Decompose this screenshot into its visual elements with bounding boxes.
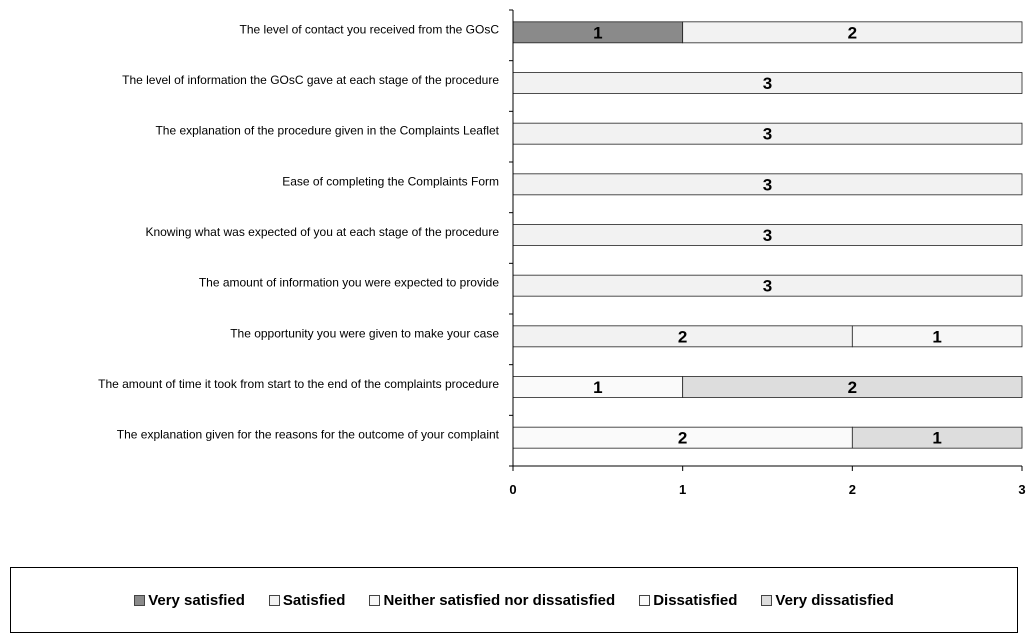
data-label: 3 [763, 175, 772, 194]
data-label: 2 [848, 23, 857, 42]
category-label: The amount of time it took from start to… [98, 377, 499, 391]
x-tick-label: 2 [849, 482, 856, 497]
legend-swatch [639, 594, 651, 606]
bar-segment [682, 21, 1023, 44]
legend-label: Satisfied [282, 591, 346, 609]
x-tick-label: 1 [679, 482, 686, 497]
legend-item: Very satisfied [134, 592, 245, 609]
bar-segment [682, 376, 1023, 398]
data-label: 3 [763, 125, 772, 144]
data-label: 1 [932, 429, 941, 448]
data-label: 1 [593, 378, 602, 397]
data-label: 2 [848, 378, 857, 397]
x-tick-label: 0 [509, 482, 516, 497]
legend-item: Very dissatisfied [761, 591, 894, 609]
x-tick-label: 3 [1018, 482, 1025, 497]
category-labels-group: The level of contact you received from t… [98, 22, 500, 441]
legend-item: Neither satisfied nor dissatisfied [369, 592, 615, 609]
category-label: The level of information the GOsC gave a… [122, 73, 499, 87]
category-label: The level of contact you received from t… [240, 22, 500, 36]
data-label: 2 [678, 429, 687, 448]
axis-group: 0 1 2 3 [509, 9, 1026, 497]
category-label: The amount of information you were expec… [199, 276, 499, 290]
bars-group: 1 2 3 3 3 3 3 2 1 1 2 2 1 [512, 21, 1023, 449]
legend-item: Dissatisfied [639, 592, 737, 609]
stacked-bar-chart: 1 2 3 3 3 3 3 2 1 1 2 2 1 The level of contact you r… [98, 9, 1026, 497]
category-label: Knowing what was expected of you at each… [145, 225, 499, 239]
category-label: Ease of completing the Complaints Form [282, 174, 499, 188]
legend-swatch [268, 594, 280, 606]
data-label: 3 [763, 74, 772, 93]
legend-swatch [761, 594, 773, 606]
legend-label: Neither satisfied nor dissatisfied [383, 591, 616, 609]
legend: Very satisfied Satisfied Neither satisfied… [10, 567, 1018, 633]
legend-label: Dissatisfied [653, 591, 738, 609]
category-label: The explanation of the procedure given i… [155, 124, 499, 138]
bar-segment [851, 325, 1023, 348]
legend-swatch [134, 594, 146, 606]
legend-label: Very satisfied [148, 591, 245, 609]
legend-item: Satisfied [268, 591, 346, 609]
category-label: The opportunity you were given to make y… [230, 326, 499, 340]
data-label: 1 [932, 327, 941, 346]
bar-segment [851, 426, 1023, 449]
legend-swatch [369, 594, 381, 606]
data-label: 2 [678, 327, 687, 346]
category-label: The explanation given for the reasons fo… [117, 428, 500, 442]
data-label: 1 [593, 23, 602, 42]
data-label: 3 [763, 277, 772, 296]
legend-label: Very dissatisfied [775, 591, 894, 609]
data-label: 3 [763, 226, 772, 245]
